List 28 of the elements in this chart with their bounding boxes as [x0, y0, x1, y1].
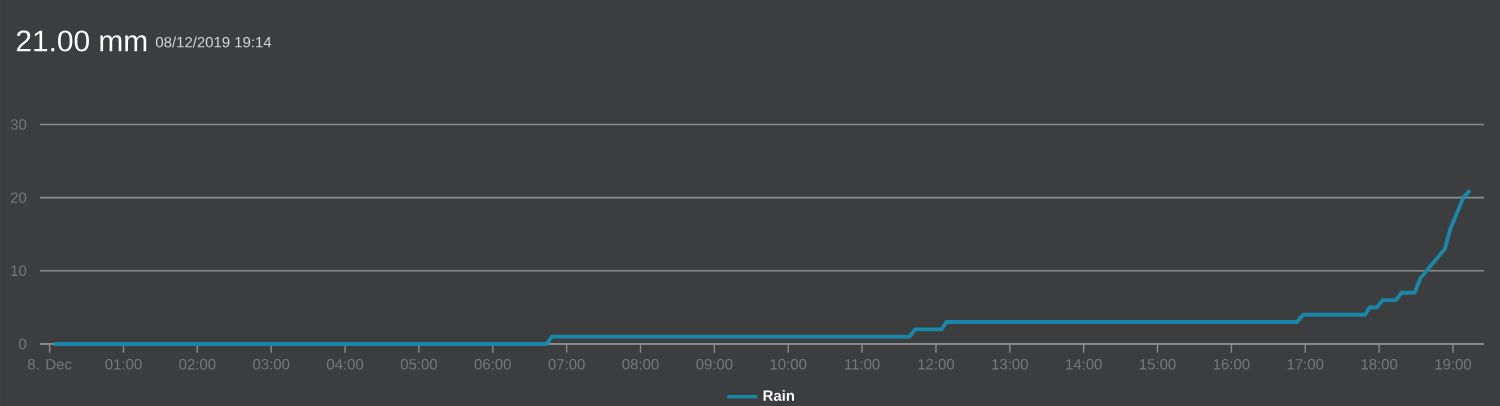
- x-tick-label: 16:00: [1213, 358, 1250, 370]
- y-tick-label: 20: [10, 192, 27, 203]
- x-tick-label: 13:00: [992, 358, 1028, 370]
- x-tick-label: 04:00: [326, 358, 364, 370]
- x-tick-label: 06:00: [474, 358, 511, 370]
- x-tick-label: 8. Dec: [28, 358, 72, 370]
- x-tick-label: 05:00: [400, 358, 438, 370]
- x-tick-label: 01:00: [105, 358, 142, 370]
- chart-title: 21.00 mm: [16, 30, 147, 52]
- x-tick-label: 11:00: [845, 358, 880, 370]
- y-tick-label: 10: [11, 265, 27, 277]
- x-tick-label: 12:00: [918, 358, 955, 370]
- x-tick-label: 18:00: [1361, 358, 1398, 370]
- legend-label: Rain: [763, 389, 795, 401]
- x-tick-label: 17:00: [1287, 358, 1324, 370]
- x-tick-label: 07:00: [548, 358, 585, 370]
- x-tick-label: 02:00: [179, 358, 216, 370]
- line-series: [51, 188, 1472, 346]
- chart-subtitle: 08/12/2019 19:14: [155, 36, 272, 48]
- x-tick-label: 03:00: [253, 358, 290, 370]
- x-tick-label: 19:00: [1435, 358, 1472, 370]
- y-tick-label: 0: [19, 338, 27, 350]
- x-tick-label: 10:00: [770, 358, 807, 370]
- x-tick-label: 14:00: [1066, 358, 1102, 370]
- x-tick-label: 15:00: [1139, 358, 1176, 370]
- x-tick-label: 09:00: [696, 358, 733, 370]
- x-tick-label: 08:00: [622, 358, 659, 370]
- y-tick-label: 30: [10, 119, 27, 130]
